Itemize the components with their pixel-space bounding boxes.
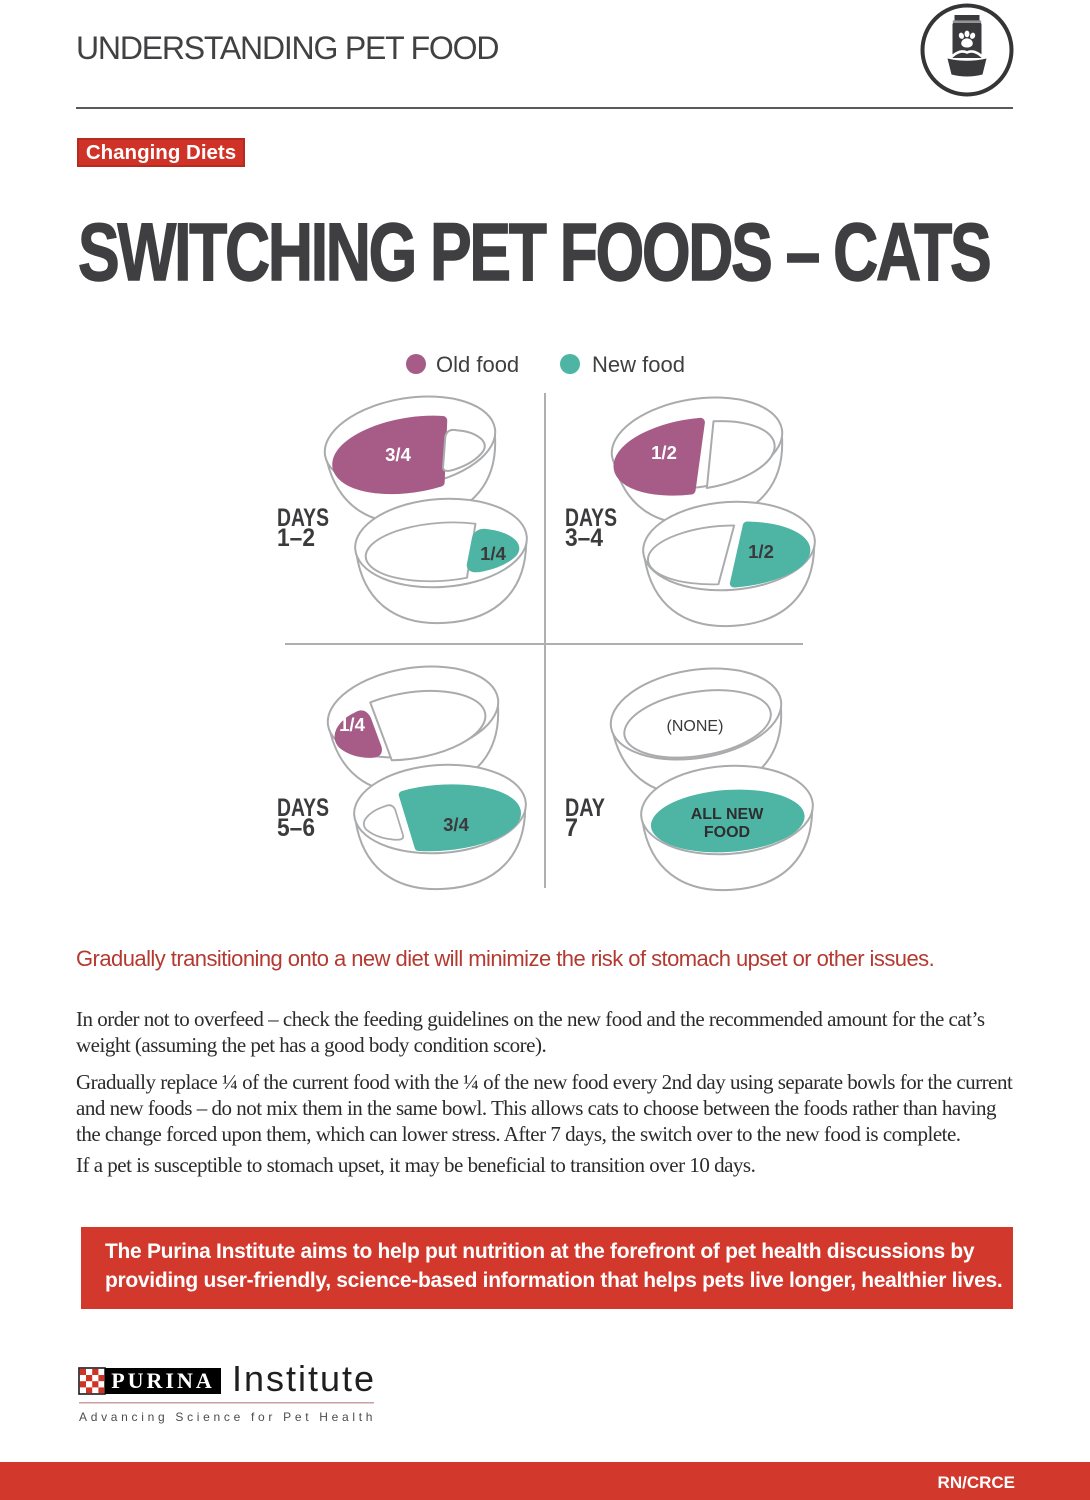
- svg-text:3/4: 3/4: [385, 444, 411, 465]
- svg-text:FOOD: FOOD: [704, 824, 750, 841]
- svg-text:1/4: 1/4: [480, 543, 506, 564]
- svg-text:1/4: 1/4: [339, 714, 365, 735]
- svg-text:1–2: 1–2: [277, 524, 315, 552]
- svg-text:DAYS: DAYS: [277, 504, 329, 532]
- svg-text:DAYS: DAYS: [277, 794, 329, 822]
- svg-text:DAYS: DAYS: [565, 504, 617, 532]
- svg-text:1/2: 1/2: [748, 541, 774, 562]
- svg-text:1/2: 1/2: [651, 442, 677, 463]
- svg-text:PURINA: PURINA: [111, 1368, 215, 1393]
- svg-text:7: 7: [565, 814, 578, 842]
- svg-text:Advancing Science for Pet Heal: Advancing Science for Pet Health: [79, 1410, 376, 1424]
- svg-text:ALL NEW: ALL NEW: [691, 806, 764, 823]
- svg-text:(NONE): (NONE): [667, 718, 724, 735]
- svg-text:3/4: 3/4: [443, 814, 469, 835]
- svg-text:Institute: Institute: [232, 1358, 376, 1399]
- svg-text:5–6: 5–6: [277, 814, 315, 842]
- svg-text:3–4: 3–4: [565, 524, 603, 552]
- svg-text:DAY: DAY: [565, 794, 605, 822]
